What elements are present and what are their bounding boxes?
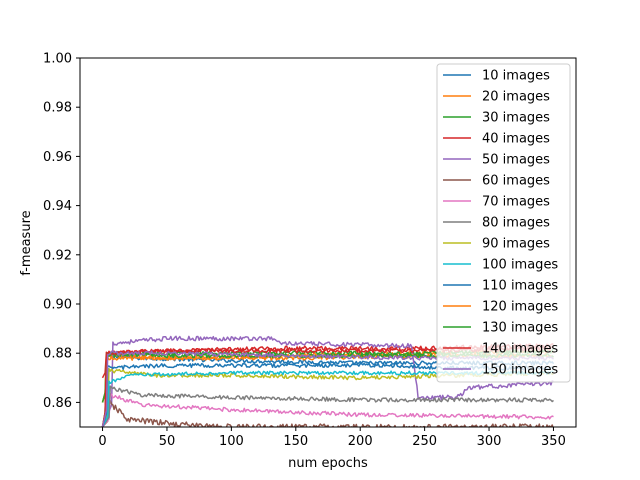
legend-label: 40 images — [482, 132, 550, 147]
y-tick-label: 0.86 — [43, 396, 72, 411]
series-line — [101, 392, 554, 427]
x-tick-label: 0 — [98, 434, 106, 449]
y-tick-label: 0.90 — [43, 298, 72, 313]
x-tick-label: 50 — [159, 434, 176, 449]
x-tick-label: 150 — [283, 434, 308, 449]
legend-label: 90 images — [482, 237, 550, 252]
x-tick-label: 200 — [348, 434, 373, 449]
x-axis-label: num epochs — [288, 456, 368, 471]
series-line — [101, 385, 554, 427]
y-tick-label: 1.00 — [43, 52, 72, 67]
y-tick-label: 0.88 — [43, 347, 72, 362]
legend-label: 50 images — [482, 153, 550, 168]
legend-label: 110 images — [482, 279, 558, 294]
legend-label: 130 images — [482, 321, 558, 336]
legend-label: 100 images — [482, 258, 558, 273]
y-tick-label: 0.96 — [43, 150, 72, 165]
legend-items: 10 images 20 images 30 images 40 images 50 i… — [443, 69, 558, 378]
legend-label: 70 images — [482, 195, 550, 210]
x-tick-label: 300 — [477, 434, 502, 449]
y-tick-label: 0.98 — [43, 101, 72, 116]
legend-label: 20 images — [482, 90, 550, 105]
y-tick-label: 0.92 — [43, 248, 72, 263]
x-tick-label: 100 — [219, 434, 244, 449]
legend: 10 images 20 images 30 images 40 images 50 i… — [436, 63, 571, 383]
y-tick-label: 0.94 — [43, 199, 72, 214]
legend-label: 10 images — [482, 69, 550, 84]
x-axis-ticks: 0 50 100 150 200 250 300 350 — [98, 427, 566, 449]
y-axis-label: f-measure — [19, 210, 34, 275]
legend-label: 60 images — [482, 174, 550, 189]
y-axis-ticks: 0.86 0.88 0.90 0.92 0.94 0.96 0.98 1.00 — [43, 52, 80, 411]
legend-label: 120 images — [482, 300, 558, 315]
legend-label: 140 images — [482, 342, 558, 357]
legend-label: 80 images — [482, 216, 550, 231]
x-tick-label: 250 — [412, 434, 437, 449]
legend-label: 150 images — [482, 363, 558, 378]
plot-frame — [79, 57, 577, 428]
series-line — [101, 399, 554, 427]
legend-label: 30 images — [482, 111, 550, 126]
legend-box — [436, 63, 571, 383]
x-tick-label: 350 — [541, 434, 566, 449]
series-line — [101, 335, 554, 427]
